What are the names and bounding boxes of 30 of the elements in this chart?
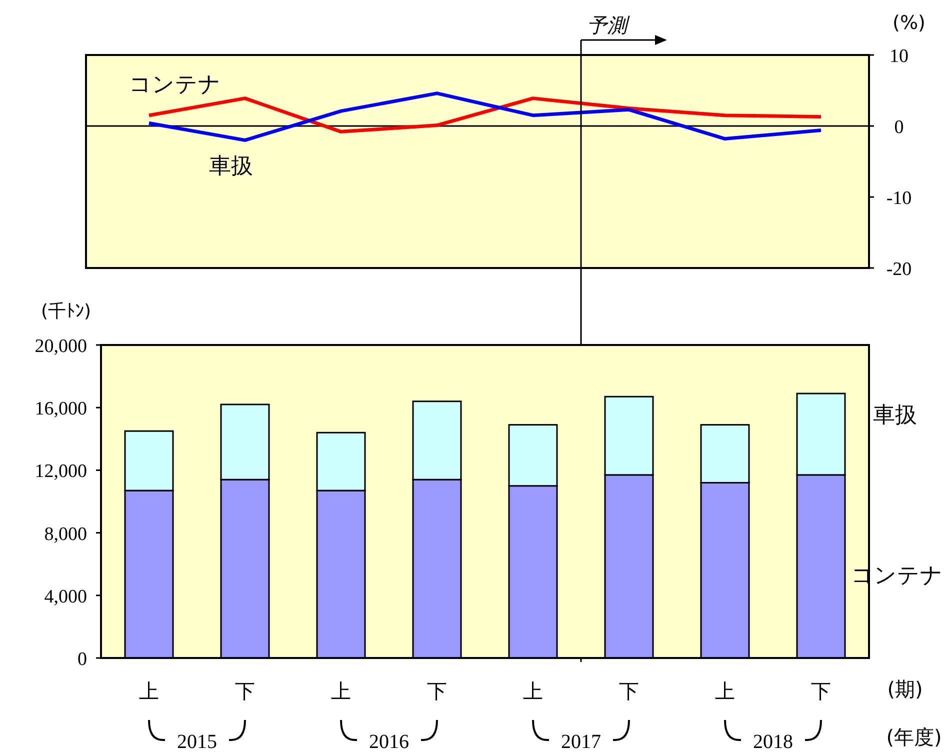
text: 2017 xyxy=(561,731,601,753)
y-tick-label: -20 xyxy=(886,259,912,280)
x-tick-label: 上 xyxy=(139,679,159,703)
series-label: 車扱 xyxy=(209,154,253,180)
x-tick-label: 上 xyxy=(331,679,351,703)
x-tick-label: 下 xyxy=(619,679,639,703)
y-tick-label: -10 xyxy=(886,188,912,209)
text: 予測 xyxy=(587,13,630,37)
y-tick-label: 4,000 xyxy=(44,586,87,608)
x-tick-label: 下 xyxy=(235,679,255,703)
x-tick-label: 上 xyxy=(523,679,543,703)
y-tick-label: 20,000 xyxy=(34,336,87,357)
y-tick-label: 0 xyxy=(894,117,904,138)
y-axis-title: (%) xyxy=(892,12,926,34)
y-tick-label: 16,000 xyxy=(34,398,87,420)
text: (年度) xyxy=(886,725,942,749)
y-tick-label: 12,000 xyxy=(34,461,87,482)
text: 2015 xyxy=(177,731,217,753)
x-axis-title: (期) xyxy=(887,677,923,701)
series-label: 車扱 xyxy=(873,403,917,428)
x-tick-label: 下 xyxy=(811,679,831,703)
text: 2018 xyxy=(753,731,793,753)
x-tick-label: 下 xyxy=(427,679,447,703)
x-tick-label: 上 xyxy=(715,679,735,703)
series-label: コンテナ xyxy=(129,72,221,98)
y-axis-title: (千ﾄﾝ) xyxy=(41,301,92,322)
y-tick-label: 0 xyxy=(78,649,87,670)
y-tick-label: 10 xyxy=(890,46,908,67)
text: 2016 xyxy=(369,731,409,753)
y-tick-label: 8,000 xyxy=(44,524,87,545)
